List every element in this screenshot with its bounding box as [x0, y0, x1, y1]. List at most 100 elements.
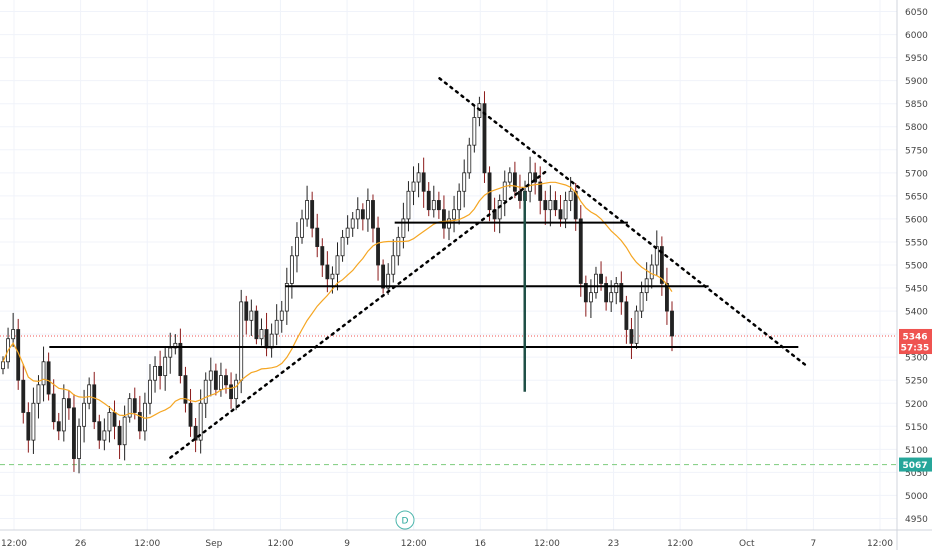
candle-body: [639, 292, 644, 312]
candle-body: [61, 398, 66, 432]
candle-body: [411, 181, 416, 192]
trend-line-rising-support[interactable]: [169, 169, 549, 459]
candle-body: [512, 172, 517, 192]
candle-body: [355, 209, 360, 220]
candle-body: [320, 246, 325, 266]
y-tick-label: 5400: [905, 308, 928, 318]
candle-body: [254, 310, 259, 340]
candle-body: [72, 407, 76, 459]
candle-body: [1, 361, 5, 370]
price-label-text: 5346: [902, 332, 927, 342]
candle-body: [649, 264, 654, 280]
candle-body: [178, 342, 183, 377]
candle-body: [371, 200, 375, 229]
candle-body: [452, 209, 456, 220]
candle-body: [142, 402, 147, 432]
candle-body: [365, 200, 370, 220]
x-tick-label: 12:00: [134, 539, 160, 549]
candle-body: [51, 393, 56, 423]
candle-body: [442, 209, 446, 229]
candle-body: [102, 430, 107, 441]
candle-body: [244, 301, 249, 321]
candle-body: [502, 181, 507, 201]
y-tick-label: 5100: [905, 446, 928, 456]
candle-body: [457, 190, 462, 211]
candle-body: [208, 370, 213, 381]
candle-body: [416, 172, 421, 183]
candle-body: [127, 398, 132, 418]
candle-body: [274, 319, 279, 335]
candle-body: [659, 246, 664, 284]
candle-body: [563, 200, 568, 220]
candle-body: [300, 218, 304, 238]
y-tick-label: 5950: [905, 54, 928, 64]
candle-body: [249, 310, 254, 321]
drawings[interactable]: [49, 77, 809, 459]
candle-body: [203, 379, 208, 404]
candle-body: [224, 375, 228, 386]
trend-line-falling-resistance[interactable]: [438, 77, 809, 368]
x-tick-label: Sep: [205, 539, 222, 549]
candle-body: [153, 365, 157, 381]
price-label-text: 57:35: [901, 344, 930, 354]
scale-mode-badge-label: D: [402, 517, 409, 527]
x-tick-label: 16: [475, 539, 487, 549]
candle-body: [654, 246, 659, 266]
candle-body: [396, 236, 401, 257]
candle-body: [97, 421, 102, 441]
price-label-box: [899, 328, 932, 343]
candle-body: [604, 283, 609, 303]
x-tick-label: 12:00: [867, 539, 893, 549]
candle-body: [269, 333, 274, 349]
y-tick-label: 5750: [905, 146, 928, 156]
candle-body: [421, 172, 426, 192]
candle-body: [578, 218, 583, 284]
candle-body: [345, 227, 350, 238]
candle-body: [467, 144, 472, 174]
candle-body: [148, 379, 152, 404]
candle-body: [386, 273, 391, 289]
candle-body: [31, 402, 36, 441]
y-tick-label: 5000: [905, 492, 928, 502]
price-label-box: [899, 457, 932, 472]
candle-body: [122, 416, 127, 446]
candle-body: [330, 273, 335, 280]
candle-body: [558, 209, 563, 220]
grid: [0, 0, 897, 530]
candle-body: [381, 264, 386, 289]
moving-average-line: [2, 181, 673, 419]
candle-body: [310, 200, 315, 229]
candle-body: [609, 292, 614, 303]
candle-body: [87, 384, 92, 404]
candle-body: [112, 412, 117, 427]
candle-body: [234, 379, 239, 400]
candle-body: [568, 190, 573, 201]
scale-mode-badge[interactable]: [395, 510, 415, 530]
price-label-box: [899, 340, 932, 355]
candle-body: [168, 347, 173, 358]
candle-body: [426, 190, 431, 211]
candle-body: [132, 398, 137, 413]
candle-body: [213, 370, 218, 390]
y-tick-label: 5850: [905, 100, 928, 110]
y-tick-label: 6000: [905, 31, 928, 41]
candle-body: [573, 190, 578, 220]
candle-body: [82, 402, 87, 427]
y-tick-label: 5600: [905, 215, 928, 225]
candles: [1, 91, 674, 474]
candle-body: [538, 181, 543, 201]
candle-body: [548, 200, 553, 211]
candle-body: [289, 255, 294, 284]
candle-body: [279, 310, 284, 321]
candle-body: [107, 412, 112, 432]
candle-body: [56, 421, 61, 432]
candle-body: [264, 329, 269, 349]
y-tick-label: 5250: [905, 377, 928, 387]
candle-body: [11, 329, 16, 340]
y-tick-label: 5800: [905, 123, 928, 133]
candle-body: [406, 190, 411, 220]
candle-body: [350, 218, 355, 229]
